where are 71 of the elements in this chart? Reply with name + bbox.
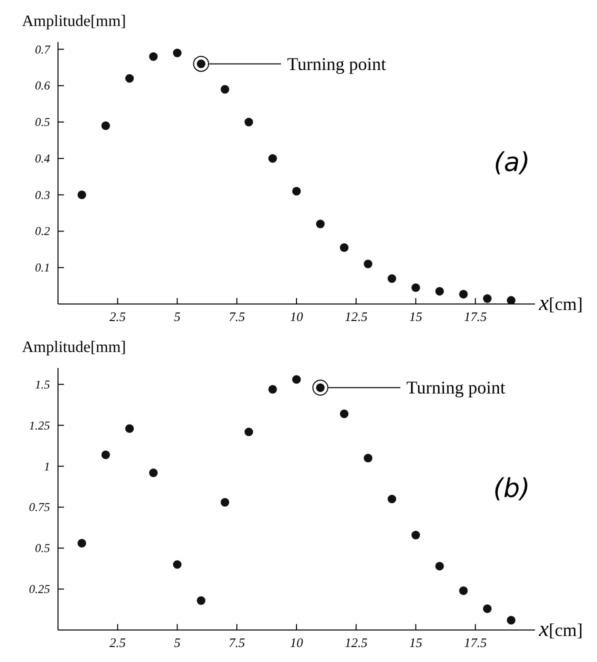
y-tick-label: 0.4 [35,151,50,166]
x-tick-label: 15 [409,309,423,324]
text: (a) [494,148,530,178]
point [101,450,110,460]
y-tick-label: 0.1 [35,260,50,275]
point [268,384,277,394]
x-tick-label: 15 [409,635,423,650]
x-tick-label: 12.5 [344,635,368,650]
point [506,616,516,624]
point [220,498,230,507]
x-tick-label: 7.5 [228,309,246,324]
point [292,186,301,196]
point [388,494,396,504]
x-tick-label: 10 [290,635,304,650]
point [435,286,444,296]
point [78,538,86,548]
x-tick-label: 7.5 [228,635,246,650]
annotation: Turning point [406,378,506,398]
point [125,74,134,83]
point [292,375,301,384]
point [172,48,182,58]
point [506,296,516,305]
x-tick-label: 10 [290,309,304,324]
x-tick-label: 2.5 [110,309,126,324]
y-tick-label: 0.5 [35,541,50,556]
point [459,586,468,595]
text: (b) [493,474,530,504]
point [411,530,420,540]
point [244,428,254,436]
point [364,454,372,462]
point [125,424,134,433]
y-tick-label: 0.75 [29,500,50,514]
point [316,220,325,228]
point [196,596,206,605]
y-tick-label: 0.2 [35,224,50,238]
point [483,604,492,614]
y-axis-title: Amplitude[mm] [22,13,126,30]
y-tick-label: 0.3 [35,188,50,202]
y-tick-label: 0.7 [35,42,51,56]
point [459,290,468,298]
x-tick-label: 17.5 [464,309,488,324]
point [388,274,396,283]
x-axis-title: x[cm] [538,616,583,641]
x-tick-label: 17.5 [464,635,488,650]
point [220,85,230,94]
y-tick-label: 1.5 [35,377,50,392]
x-tick-label: 12.5 [344,309,368,324]
point [101,121,110,130]
point [340,410,348,418]
point [435,562,444,570]
annotation: Turning point [287,54,386,74]
y-tick-label: 0.6 [35,78,50,93]
point [149,468,158,478]
point [172,560,182,569]
y-tick-label: 0.25 [29,582,50,596]
point [244,118,254,126]
point [364,260,372,268]
point [483,294,492,303]
y-tick-label: 1 [44,459,50,474]
point [340,243,348,252]
x-tick-label: 5 [174,635,181,650]
y-tick-label: 1.25 [29,418,50,432]
point [411,283,420,292]
x-tick-label: 5 [174,309,181,324]
y-axis-title: Amplitude[mm] [22,339,126,356]
x-axis-title: x[cm] [538,290,583,315]
x-tick-label: 2.5 [110,635,126,650]
point [149,52,158,61]
y-tick-label: 0.5 [35,115,50,130]
point [78,190,86,200]
point [268,154,277,163]
